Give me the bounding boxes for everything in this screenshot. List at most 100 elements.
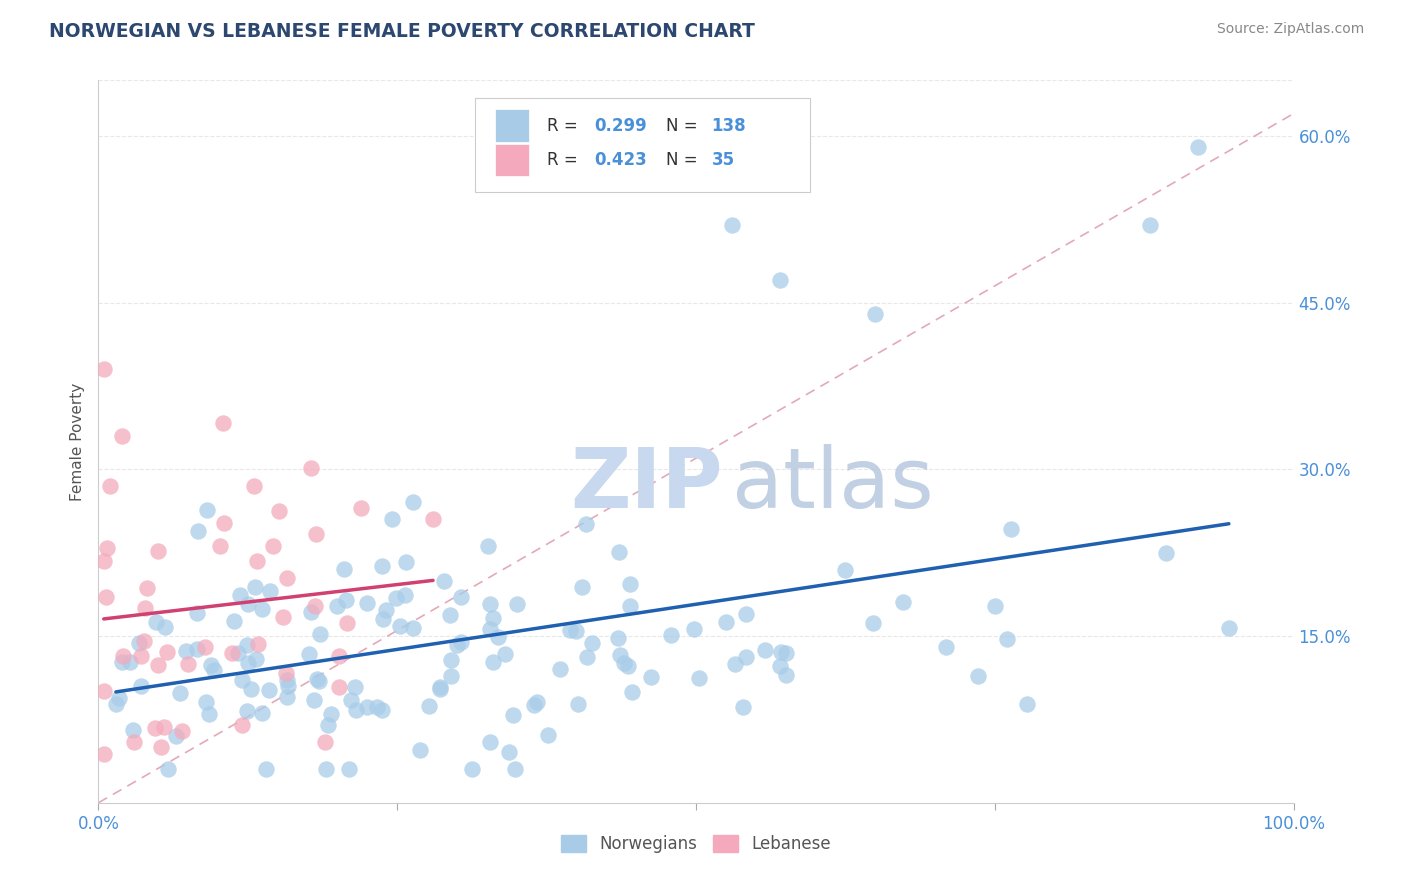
Point	[186, 606, 208, 620]
Point	[688, 672, 710, 686]
Point	[316, 717, 339, 731]
Point	[1015, 697, 1038, 711]
Point	[308, 674, 330, 689]
Point	[1154, 546, 1177, 560]
Point	[433, 574, 456, 588]
Point	[221, 647, 243, 661]
Text: 0.423: 0.423	[595, 152, 647, 169]
Legend: Norwegians, Lebanese: Norwegians, Lebanese	[554, 828, 838, 860]
Point	[247, 637, 270, 651]
Point	[834, 563, 856, 577]
Point	[486, 631, 509, 645]
Point	[315, 763, 337, 777]
Point	[567, 697, 589, 711]
Point	[418, 698, 440, 713]
Point	[356, 596, 378, 610]
Point	[450, 635, 472, 649]
Point	[891, 595, 914, 609]
Point	[523, 698, 546, 713]
Point	[246, 553, 269, 567]
Point	[121, 723, 143, 737]
Point	[243, 479, 266, 493]
Point	[236, 657, 259, 671]
Point	[371, 611, 394, 625]
Point	[394, 589, 416, 603]
Point	[111, 656, 134, 670]
Point	[865, 307, 887, 321]
Point	[984, 599, 1007, 614]
Point	[146, 544, 169, 558]
Point	[129, 648, 152, 663]
Point	[271, 609, 294, 624]
Point	[212, 516, 235, 530]
Point	[174, 644, 197, 658]
Point	[326, 599, 349, 613]
Point	[335, 592, 357, 607]
Point	[371, 559, 394, 574]
Point	[375, 603, 398, 617]
Point	[231, 718, 253, 732]
Point	[276, 690, 298, 704]
Text: ZIP: ZIP	[571, 444, 723, 525]
Point	[202, 663, 225, 677]
Point	[1187, 140, 1209, 154]
Point	[194, 695, 217, 709]
Point	[440, 668, 463, 682]
Point	[775, 646, 797, 660]
Point	[104, 697, 127, 711]
Point	[482, 655, 505, 669]
Text: atlas: atlas	[733, 444, 934, 525]
Point	[319, 707, 342, 722]
Point	[128, 636, 150, 650]
Bar	[495, 109, 529, 142]
Point	[429, 680, 451, 694]
Point	[153, 620, 176, 634]
Point	[1139, 218, 1161, 232]
Point	[169, 686, 191, 700]
Point	[299, 460, 322, 475]
Point	[200, 658, 222, 673]
Point	[209, 539, 232, 553]
Point	[198, 707, 221, 722]
Point	[450, 591, 472, 605]
Point	[236, 598, 259, 612]
Point	[502, 708, 524, 723]
Point	[186, 642, 208, 657]
Point	[136, 582, 159, 596]
Point	[564, 624, 586, 638]
Point	[267, 504, 290, 518]
Point	[236, 704, 259, 718]
Point	[477, 540, 499, 554]
Point	[146, 657, 169, 672]
Point	[350, 501, 373, 516]
Point	[343, 680, 366, 694]
Point	[721, 218, 744, 232]
Point	[558, 623, 581, 637]
Point	[212, 416, 235, 430]
Point	[305, 527, 328, 541]
Point	[734, 650, 756, 665]
Point	[236, 639, 259, 653]
Point	[120, 656, 142, 670]
Point	[967, 669, 990, 683]
Text: 138: 138	[711, 117, 747, 135]
Point	[682, 622, 704, 636]
Point	[344, 703, 367, 717]
Point	[156, 763, 179, 777]
Point	[613, 657, 636, 671]
Point	[93, 684, 115, 698]
Point	[479, 597, 502, 611]
Point	[619, 577, 641, 591]
Point	[935, 640, 957, 654]
Point	[96, 541, 118, 556]
Bar	[495, 144, 529, 177]
Point	[716, 615, 738, 629]
Point	[337, 763, 360, 777]
Text: R =: R =	[547, 152, 582, 169]
Point	[277, 679, 299, 693]
Point	[124, 734, 146, 748]
Point	[315, 734, 337, 748]
Point	[617, 659, 640, 673]
Point	[328, 680, 350, 694]
Point	[228, 588, 250, 602]
